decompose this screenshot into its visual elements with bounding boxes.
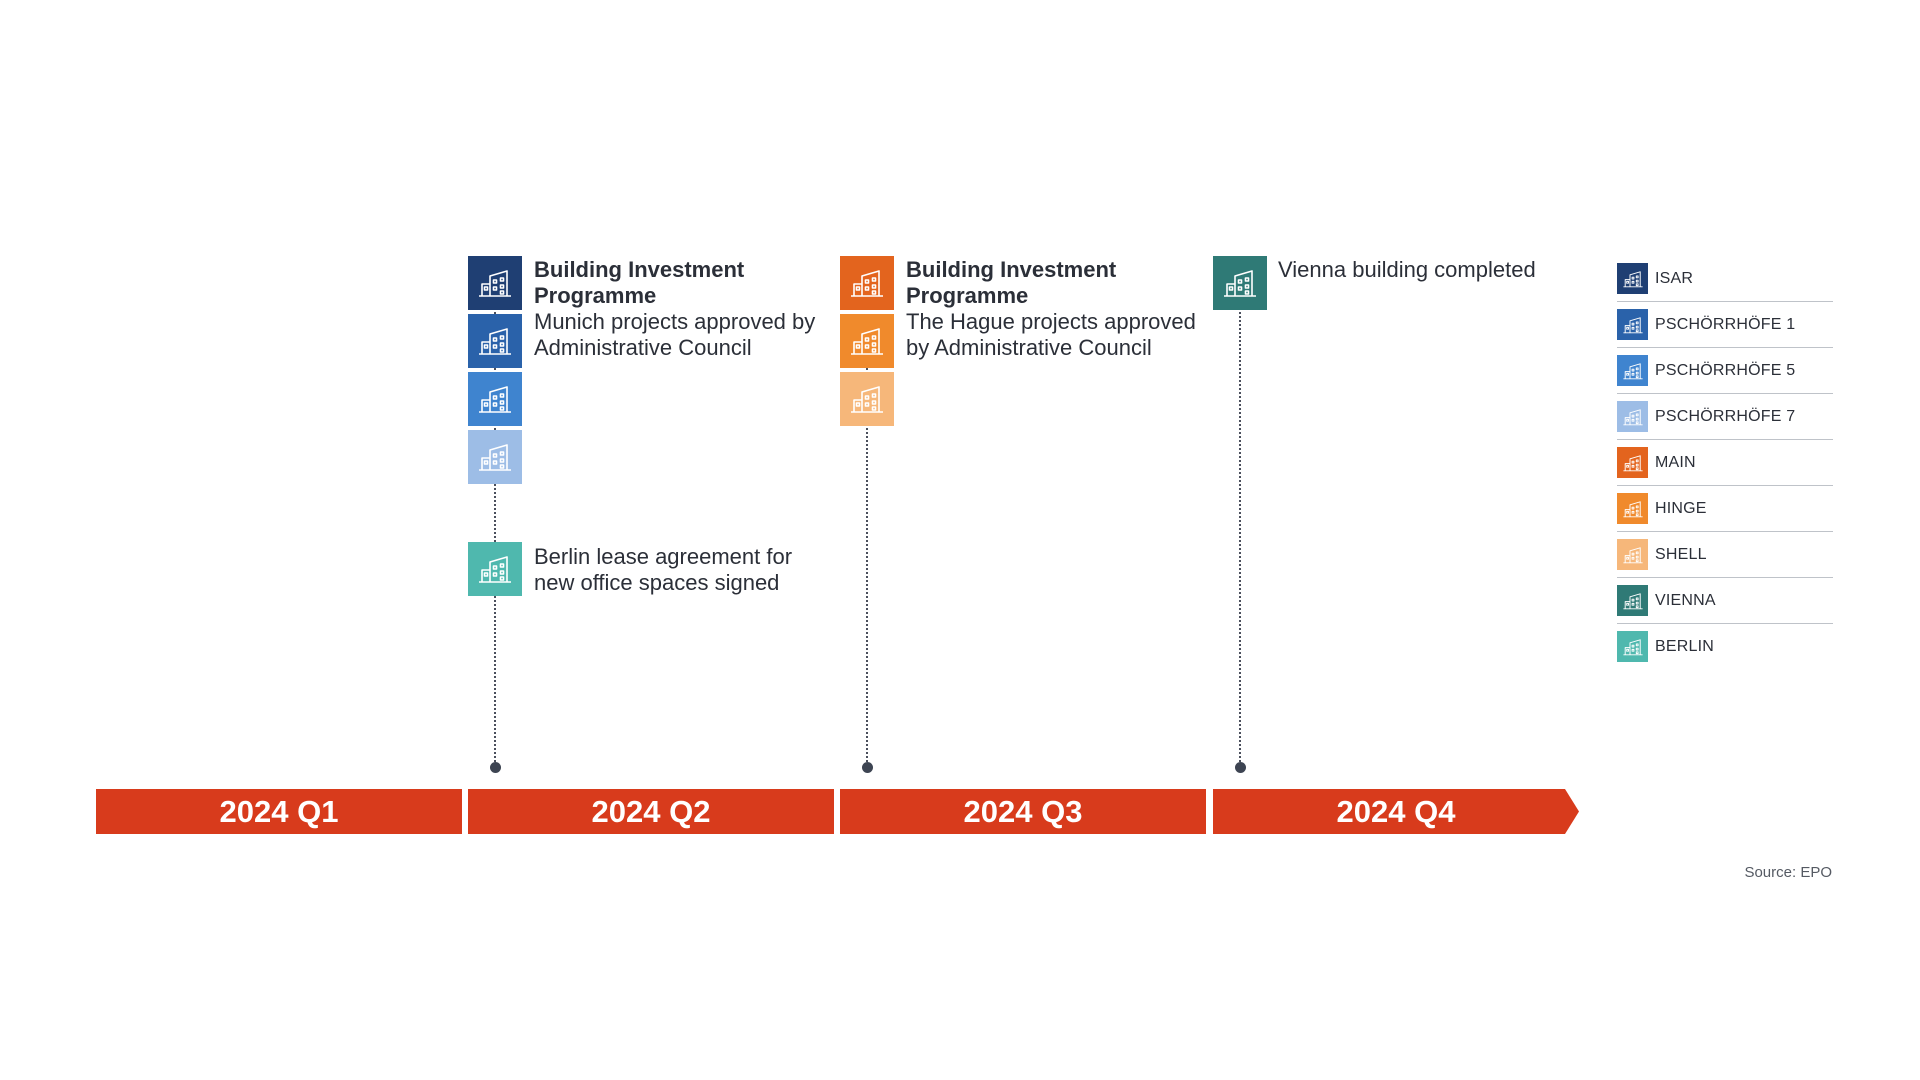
legend-item-berlin: BERLIN bbox=[1617, 624, 1833, 669]
connector-q4 bbox=[1239, 308, 1241, 766]
building-icon bbox=[1617, 447, 1648, 478]
legend-label: PSCHÖRRHÖFE 5 bbox=[1655, 362, 1795, 380]
building-icon bbox=[468, 314, 522, 368]
legend-label: VIENNA bbox=[1655, 592, 1716, 610]
legend-item-pschorrhofe-7: PSCHÖRRHÖFE 7 bbox=[1617, 394, 1833, 440]
building-icon bbox=[1617, 309, 1648, 340]
event-description: Berlin lease agreement for new office sp… bbox=[534, 544, 824, 596]
building-icon bbox=[1617, 493, 1648, 524]
legend-label: SHELL bbox=[1655, 546, 1707, 564]
building-icon bbox=[1617, 631, 1648, 662]
building-icon bbox=[1617, 585, 1648, 616]
legend-item-main: MAIN bbox=[1617, 440, 1833, 486]
legend: ISAR PSCHÖRRHÖFE 1 PSCHÖRRHÖFE 5 PSCHÖRR… bbox=[1617, 256, 1833, 669]
building-icon bbox=[1617, 355, 1648, 386]
milestone-dot-q2 bbox=[490, 762, 501, 773]
legend-label: MAIN bbox=[1655, 454, 1696, 472]
quarter-q3: 2024 Q3 bbox=[840, 789, 1206, 834]
legend-item-pschorrhofe-5: PSCHÖRRHÖFE 5 bbox=[1617, 348, 1833, 394]
quarter-q2: 2024 Q2 bbox=[468, 789, 834, 834]
event-vienna: Vienna building completed bbox=[1278, 257, 1578, 283]
legend-item-hinge: HINGE bbox=[1617, 486, 1833, 532]
event-description: The Hague projects approved by Administr… bbox=[906, 309, 1206, 361]
building-icon bbox=[1617, 539, 1648, 570]
building-icon bbox=[1617, 401, 1648, 432]
quarter-q1: 2024 Q1 bbox=[96, 789, 462, 834]
building-icon bbox=[468, 542, 522, 596]
event-title: Building Investment Programme bbox=[906, 257, 1206, 309]
building-icon bbox=[840, 314, 894, 368]
event-title: Building Investment Programme bbox=[534, 257, 824, 309]
event-description: Vienna building completed bbox=[1278, 257, 1578, 283]
legend-label: PSCHÖRRHÖFE 7 bbox=[1655, 408, 1795, 426]
legend-label: ISAR bbox=[1655, 270, 1693, 288]
event-description: Munich projects approved by Administrati… bbox=[534, 309, 824, 361]
legend-label: PSCHÖRRHÖFE 1 bbox=[1655, 316, 1795, 334]
legend-item-shell: SHELL bbox=[1617, 532, 1833, 578]
legend-item-vienna: VIENNA bbox=[1617, 578, 1833, 624]
event-berlin: Berlin lease agreement for new office sp… bbox=[534, 544, 824, 596]
legend-label: HINGE bbox=[1655, 500, 1707, 518]
building-icon bbox=[840, 372, 894, 426]
legend-item-pschorrhofe-1: PSCHÖRRHÖFE 1 bbox=[1617, 302, 1833, 348]
event-hague: Building Investment Programme The Hague … bbox=[906, 257, 1206, 361]
building-icon bbox=[1213, 256, 1267, 310]
milestone-dot-q3 bbox=[862, 762, 873, 773]
quarter-q4: 2024 Q4 bbox=[1213, 789, 1579, 834]
building-icon bbox=[468, 430, 522, 484]
building-icon bbox=[840, 256, 894, 310]
milestone-dot-q4 bbox=[1235, 762, 1246, 773]
legend-item-isar: ISAR bbox=[1617, 256, 1833, 302]
building-icon bbox=[1617, 263, 1648, 294]
event-munich: Building Investment Programme Munich pro… bbox=[534, 257, 824, 361]
building-icon bbox=[468, 372, 522, 426]
connector-q3 bbox=[866, 368, 868, 766]
building-icon bbox=[468, 256, 522, 310]
source-note: Source: EPO bbox=[1700, 864, 1832, 881]
legend-label: BERLIN bbox=[1655, 638, 1714, 656]
